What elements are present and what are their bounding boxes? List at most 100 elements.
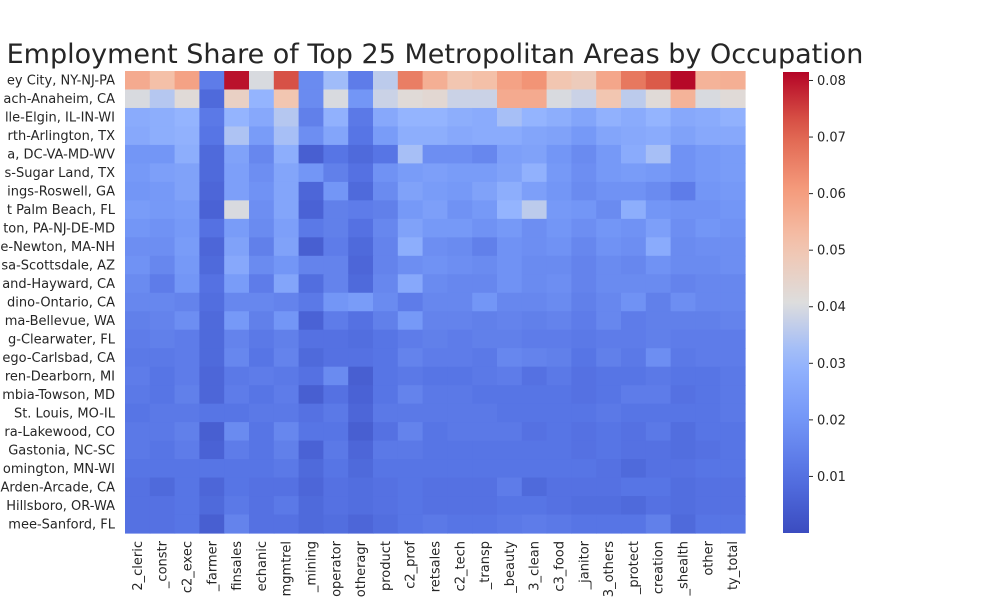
heatmap-cell [621, 163, 647, 183]
heatmap-cell [497, 366, 523, 386]
heatmap-cell [621, 89, 647, 109]
heatmap-cell [521, 329, 548, 349]
heatmap-cell [497, 422, 523, 442]
heatmap-cell [174, 514, 200, 534]
colorbar-tick-label: 0.06 [817, 187, 846, 202]
heatmap-cell [298, 218, 324, 238]
heatmap-cell [521, 385, 548, 405]
heatmap-cell [497, 477, 523, 497]
heatmap-cell [571, 348, 597, 368]
heatmap-cell [298, 311, 324, 331]
heatmap-cell [273, 274, 300, 294]
heatmap-cell [670, 514, 696, 534]
heatmap-cell [472, 329, 498, 349]
heatmap-cell [273, 126, 300, 146]
heatmap-cell [497, 163, 523, 183]
heatmap-cell [199, 163, 225, 183]
heatmap-cell [422, 107, 448, 128]
heatmap-cell [199, 292, 225, 312]
heatmap-cell [149, 477, 176, 497]
row-label: Gastonia, NC-SC [8, 443, 115, 458]
heatmap-cell [397, 163, 424, 183]
heatmap-cell [670, 329, 696, 349]
heatmap-cell [373, 181, 399, 201]
heatmap-cell [298, 292, 324, 312]
heatmap-cell [571, 71, 597, 91]
heatmap-cell [273, 496, 300, 516]
heatmap-cell [373, 107, 399, 128]
heatmap-cell [571, 107, 597, 128]
heatmap-cell [199, 71, 225, 91]
heatmap-cell [348, 366, 374, 386]
heatmap-cell [497, 311, 523, 331]
heatmap-cell [546, 366, 572, 386]
heatmap-cell [323, 237, 349, 257]
heatmap-cell [224, 89, 250, 109]
heatmap-cell [397, 89, 424, 109]
heatmap-cell [720, 163, 746, 183]
heatmap-cell [571, 329, 597, 349]
heatmap-cell [596, 459, 622, 479]
heatmap-cell [546, 348, 572, 368]
heatmap-cell [174, 89, 200, 109]
heatmap-cell [497, 107, 523, 128]
heatmap-cell [125, 200, 151, 220]
heatmap-cell [249, 163, 275, 183]
heatmap-cell [472, 218, 498, 238]
heatmap-cell [125, 440, 151, 460]
heatmap-cell [720, 255, 746, 275]
heatmap-cell [125, 311, 151, 331]
heatmap-cell [472, 403, 498, 423]
heatmap-cell [720, 440, 746, 460]
heatmap-cell [521, 496, 548, 516]
heatmap-cell [472, 237, 498, 257]
heatmap-cell [521, 514, 548, 534]
row-labels: ey City, NY-NJ-PA ach-Anaheim, CA lle-Elgi… [0, 74, 115, 533]
heatmap-cell [125, 403, 151, 423]
heatmap-cell [447, 422, 473, 442]
heatmap-cell [497, 144, 523, 164]
heatmap-cell [298, 459, 324, 479]
heatmap-cell [397, 440, 424, 460]
heatmap-cell [521, 181, 548, 201]
heatmap-cell [273, 89, 300, 109]
column-label: c2_prof [404, 541, 419, 589]
heatmap-cell [670, 144, 696, 164]
heatmap-cell [571, 366, 597, 386]
heatmap-cell [373, 311, 399, 331]
heatmap-cell [670, 366, 696, 386]
heatmap-cell [373, 459, 399, 479]
heatmap-cell [397, 274, 424, 294]
heatmap-cell [397, 107, 424, 128]
heatmap-cell [323, 496, 349, 516]
heatmap-cell [422, 181, 448, 201]
heatmap-cell [125, 237, 151, 257]
heatmap-cell [224, 329, 250, 349]
colorbar-tick-label: 0.02 [817, 413, 846, 428]
heatmap-cell [521, 126, 548, 146]
heatmap-cell [645, 514, 672, 534]
heatmap-cell [174, 422, 200, 442]
heatmap-cell [298, 514, 324, 534]
heatmap-cell [397, 477, 424, 497]
heatmap-cell [224, 255, 250, 275]
heatmap-cell [497, 89, 523, 109]
heatmap-cell [125, 348, 151, 368]
heatmap-cell [348, 163, 374, 183]
heatmap-cell [224, 422, 250, 442]
heatmap-cell [323, 440, 349, 460]
heatmap-cell [298, 348, 324, 368]
heatmap-cell [497, 181, 523, 201]
heatmap-cell [422, 200, 448, 220]
heatmap-cell [472, 440, 498, 460]
heatmap-cell [720, 514, 746, 534]
heatmap-cell [447, 366, 473, 386]
heatmap-cell [249, 366, 275, 386]
heatmap-cell [645, 126, 672, 146]
heatmap-cell [596, 477, 622, 497]
heatmap-cell [645, 385, 672, 405]
heatmap-cell [621, 181, 647, 201]
heatmap-cell [497, 292, 523, 312]
heatmap-cell [249, 144, 275, 164]
heatmap-cell [546, 71, 572, 91]
